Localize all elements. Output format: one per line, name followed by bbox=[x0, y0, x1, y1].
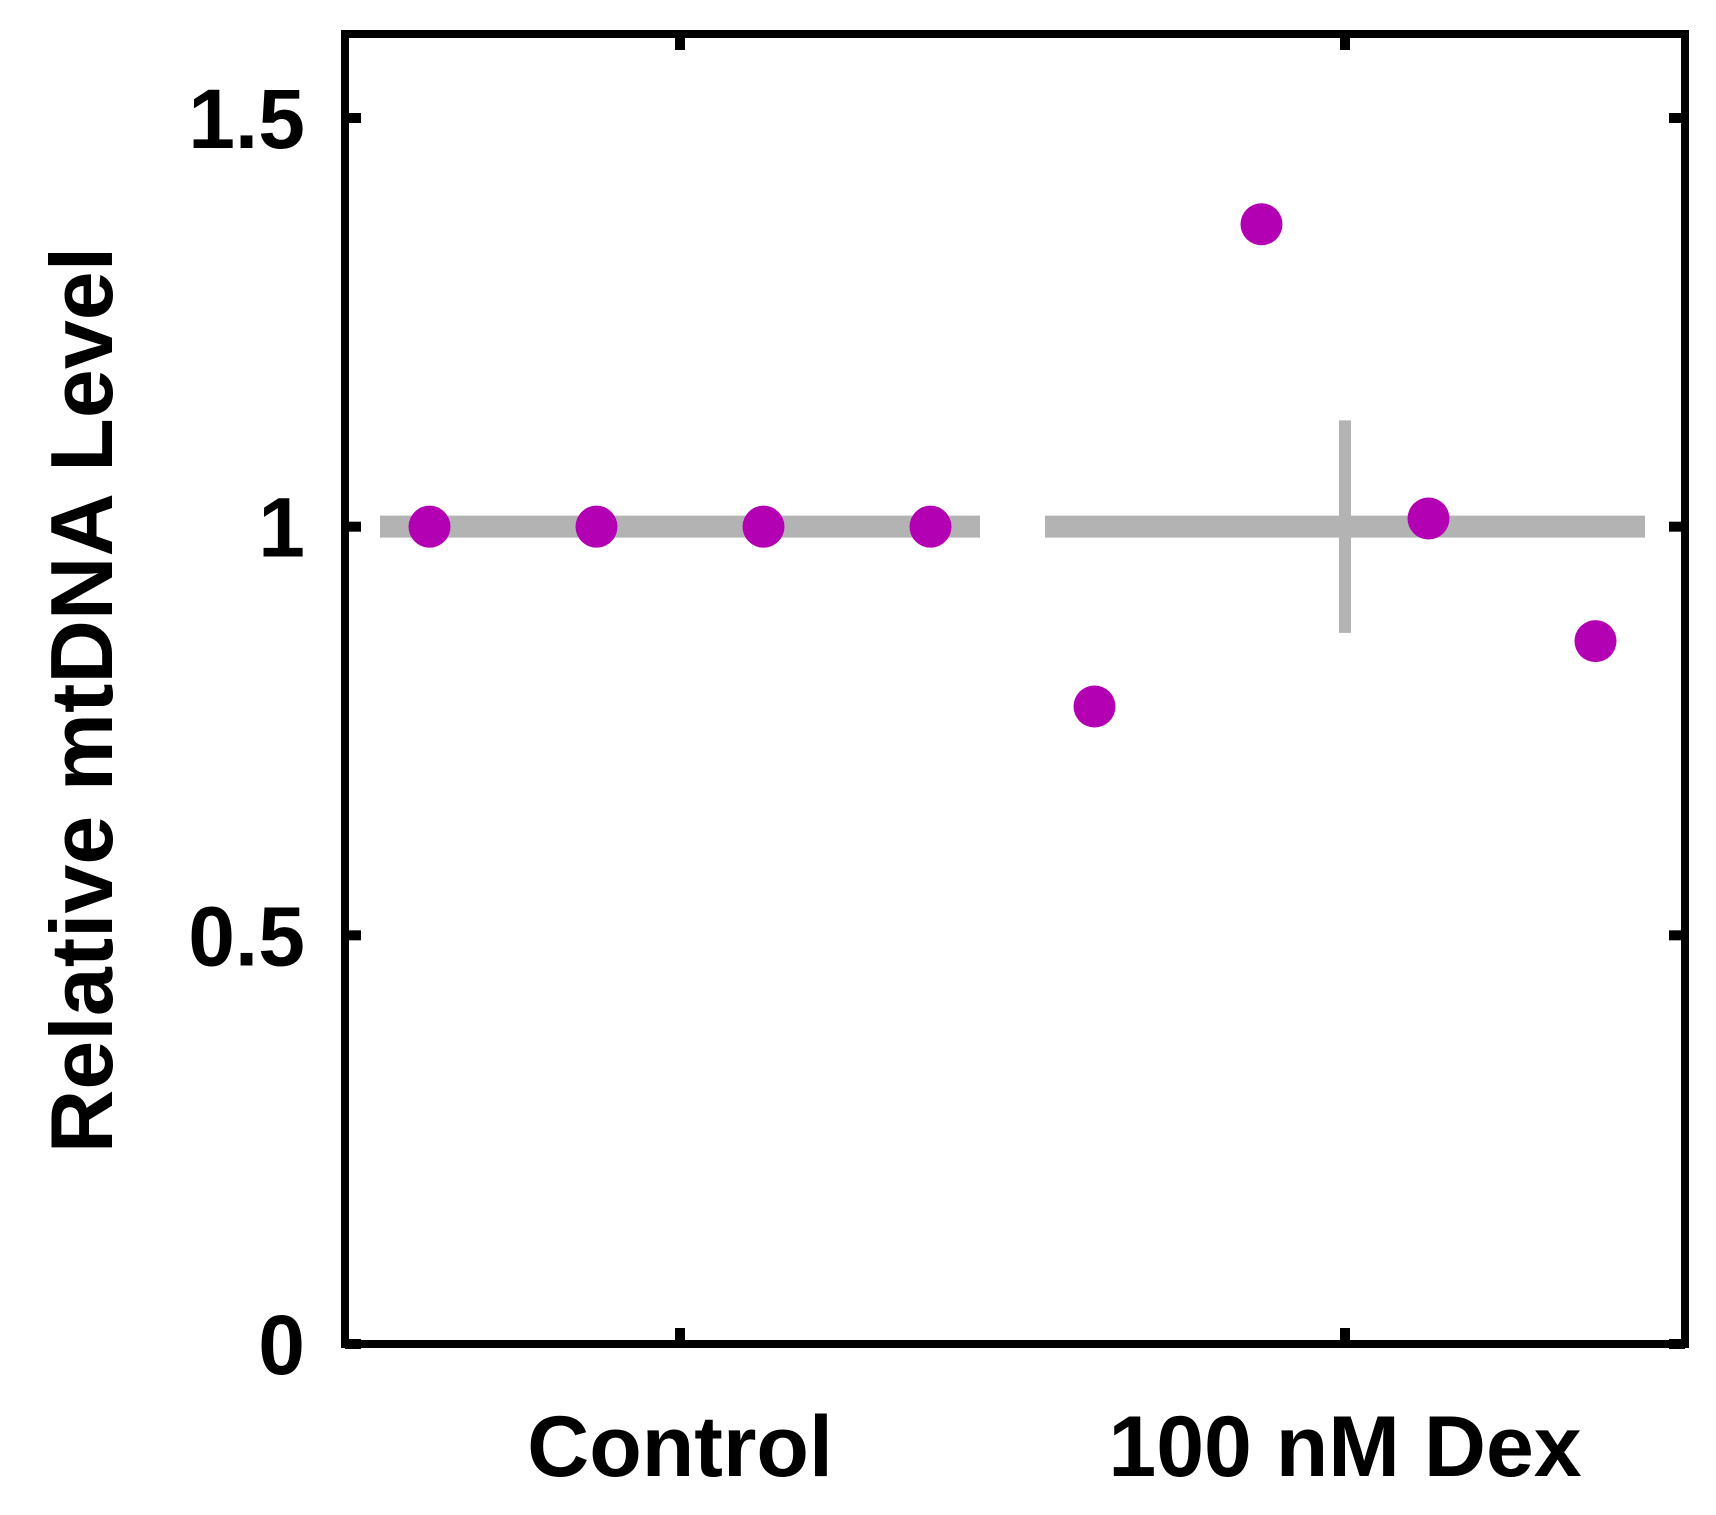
data-point bbox=[1240, 203, 1283, 246]
plot-frame bbox=[341, 30, 1689, 1348]
y-tick-label: 0.5 bbox=[188, 889, 305, 983]
x-category-label: 100 nM Dex bbox=[1108, 1399, 1581, 1495]
ticks-layer bbox=[345, 34, 1685, 1349]
data-point bbox=[1407, 497, 1450, 540]
data-point bbox=[909, 505, 952, 548]
data-point bbox=[575, 505, 618, 548]
data-point bbox=[408, 505, 451, 548]
points-layer bbox=[408, 203, 1617, 728]
y-axis-title: Relative mtDNA Level bbox=[32, 247, 131, 1153]
data-point bbox=[1073, 685, 1116, 728]
summary-layer bbox=[380, 420, 1645, 633]
y-tick-label: 1 bbox=[258, 481, 305, 575]
x-category-label: Control bbox=[527, 1399, 833, 1495]
y-tick-label: 0 bbox=[258, 1298, 305, 1392]
y-tick-label: 1.5 bbox=[188, 72, 305, 166]
labels-layer: Relative mtDNA Level 0 0.5 1 1.5 Control 100 … bbox=[32, 72, 1582, 1495]
data-point bbox=[1574, 620, 1617, 663]
data-point bbox=[742, 505, 785, 548]
